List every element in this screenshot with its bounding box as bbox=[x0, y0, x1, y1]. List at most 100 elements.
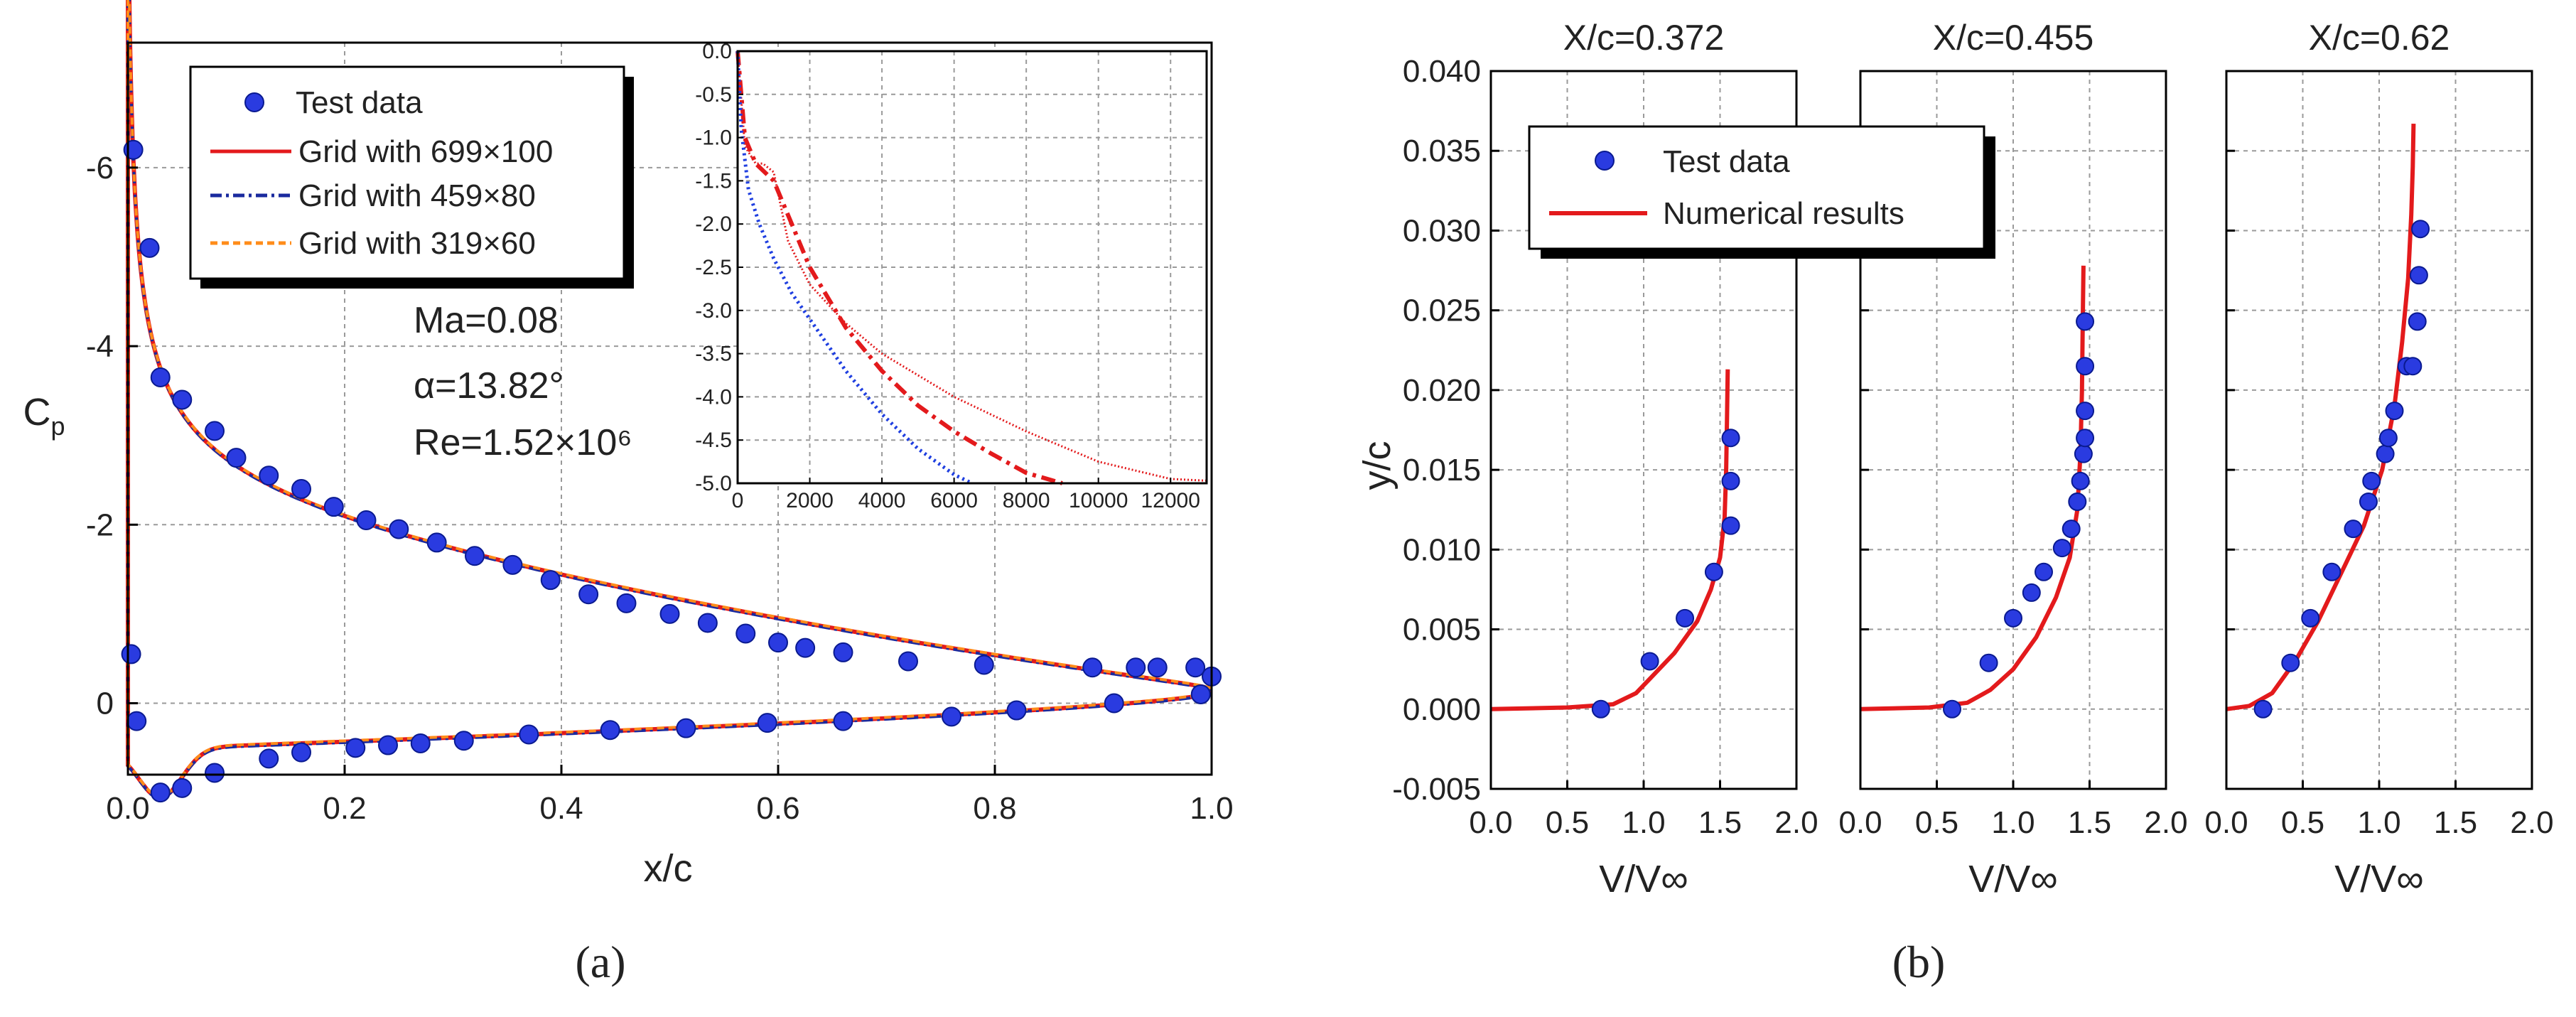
b-test-point-062 bbox=[2376, 444, 2395, 463]
b-x-axis-label-0372: V/V∞ bbox=[1599, 858, 1688, 900]
profile-chart-0455: 0.0 0.5 1.0 1.5 2.0 X/c=0.455 V/V∞ bbox=[1838, 18, 2187, 900]
a-test-point bbox=[126, 711, 147, 731]
a-series-coarse-grid bbox=[126, 0, 1212, 798]
inset-y-tick-label: -4.5 bbox=[695, 429, 732, 452]
a-x-tick-label: 0.6 bbox=[756, 791, 799, 826]
b-test-point-0372 bbox=[1721, 516, 1740, 535]
b-test-point-0455 bbox=[2076, 357, 2095, 376]
a-test-point bbox=[502, 554, 523, 575]
a-test-point bbox=[291, 742, 311, 763]
b-x-tick-label-0455: 0.5 bbox=[1915, 805, 1958, 840]
panel-a-label: (a) bbox=[575, 937, 625, 987]
b-y-tick-label: 0.040 bbox=[1403, 54, 1481, 89]
a-y-tick-label: -2 bbox=[86, 507, 114, 542]
a-test-point bbox=[1190, 684, 1211, 704]
a-legend: Test data Grid with 699×100 Grid with 45… bbox=[189, 65, 634, 289]
legend-test-data: Test data bbox=[296, 85, 423, 120]
inset-x-tick-label: 6000 bbox=[930, 489, 978, 512]
b-y-tick-label: 0.010 bbox=[1403, 532, 1481, 567]
b-x-tick-label-062: 0.0 bbox=[2204, 805, 2248, 840]
panel-a-cp-chart: 0.0 0.2 0.4 0.6 0.8 1.0 -6 -4 -2 0 x/c Cp Test da… bbox=[23, 0, 1234, 987]
a-y-tick-label: -6 bbox=[86, 151, 114, 185]
b-test-point-062 bbox=[2403, 357, 2423, 376]
a-test-point bbox=[795, 637, 816, 658]
a-test-point bbox=[1185, 657, 1206, 678]
inset-y-tick-label: -3.5 bbox=[695, 343, 732, 366]
b-test-point-062 bbox=[2359, 493, 2378, 511]
b-x-axis-label-0455: V/V∞ bbox=[1968, 858, 2058, 900]
inset-y-tick-label: -5.0 bbox=[695, 472, 732, 495]
a-test-point bbox=[172, 777, 193, 798]
b-legend: Test data Numerical results bbox=[1528, 125, 1995, 259]
a-test-point bbox=[676, 718, 696, 738]
panel-b-velocity-profiles: -0.005 0.000 0.005 0.010 0.015 0.020 0.025 0.03… bbox=[1356, 18, 2554, 987]
b-test-point-0455 bbox=[2004, 608, 2022, 628]
a-test-point bbox=[205, 763, 225, 783]
inset-y-tick-label: -1.5 bbox=[695, 169, 732, 193]
a-y-tick-label: -4 bbox=[86, 329, 114, 364]
a-test-point bbox=[345, 738, 366, 758]
b-test-point-0372 bbox=[1676, 608, 1695, 628]
a-test-point bbox=[519, 724, 539, 745]
b-title-0372: X/c=0.372 bbox=[1563, 18, 1725, 58]
b-test-point-062 bbox=[2362, 471, 2381, 490]
legend-medium: Grid with 459×80 bbox=[298, 178, 536, 213]
a-test-point bbox=[453, 731, 474, 751]
a-y-axis-label: Cp bbox=[23, 391, 65, 441]
a-y-tick-label: 0 bbox=[97, 687, 114, 721]
a-test-point bbox=[172, 389, 193, 410]
b-y-tick-label: 0.030 bbox=[1403, 213, 1481, 248]
b-test-point-0455 bbox=[2071, 471, 2090, 490]
mach-annotation: Ma=0.08 bbox=[414, 300, 559, 341]
a-test-point bbox=[226, 448, 247, 468]
a-test-point bbox=[833, 642, 853, 662]
inset-x-tick-label: 0 bbox=[732, 489, 744, 512]
a-test-point bbox=[465, 546, 485, 566]
b-x-tick-label-0372: 2.0 bbox=[1774, 805, 1818, 840]
b-test-point-062 bbox=[2281, 653, 2300, 672]
a-test-point bbox=[291, 479, 311, 500]
a-test-point bbox=[356, 510, 377, 531]
legend-fine: Grid with 699×100 bbox=[298, 134, 553, 169]
b-test-point-0455 bbox=[2062, 520, 2081, 539]
a-test-point bbox=[1082, 657, 1103, 678]
a-test-point bbox=[426, 532, 447, 553]
b-test-point-062 bbox=[2378, 429, 2398, 448]
b-legend-test-data: Test data bbox=[1663, 144, 1790, 179]
b-frame-0372 bbox=[1489, 70, 1798, 790]
a-x-tick-label: 1.0 bbox=[1190, 791, 1233, 826]
b-y-tick-label: 0.035 bbox=[1403, 134, 1481, 168]
inset-y-tick-label: -3.0 bbox=[695, 299, 732, 323]
a-test-point bbox=[735, 623, 756, 644]
a-test-point bbox=[768, 633, 788, 653]
inset-y-tick-label: -4.0 bbox=[695, 385, 732, 409]
b-x-tick-label-062: 2.0 bbox=[2510, 805, 2553, 840]
a-series-medium-grid bbox=[126, 0, 1212, 800]
b-x-tick-label-0372: 0.0 bbox=[1469, 805, 1512, 840]
a-test-point bbox=[259, 748, 279, 769]
b-x-tick-label-0372: 1.5 bbox=[1698, 805, 1742, 840]
a-test-point bbox=[833, 711, 853, 731]
inset-x-tick-label: 10000 bbox=[1069, 489, 1128, 512]
inset-chart: 0 2000 4000 6000 8000 10000 12000 0.0 -0.5 -1.0 -1… bbox=[695, 40, 1208, 512]
inset-x-tick-label: 4000 bbox=[858, 489, 906, 512]
b-test-point-0372 bbox=[1721, 429, 1740, 448]
a-test-point bbox=[616, 593, 637, 613]
b-y-tick-label: 0.020 bbox=[1403, 373, 1481, 408]
b-legend-numerical: Numerical results bbox=[1663, 196, 1904, 231]
inset-series-coarse-grid bbox=[735, 50, 974, 485]
b-frame-0455 bbox=[1859, 70, 2167, 790]
a-test-point bbox=[410, 733, 431, 754]
legend-test-data-marker bbox=[244, 92, 264, 112]
b-test-point-0455 bbox=[2074, 444, 2093, 463]
a-x-tick-label: 0.0 bbox=[106, 791, 149, 826]
b-x-tick-label-0372: 1.0 bbox=[1622, 805, 1665, 840]
b-numerical-line-062 bbox=[2226, 124, 2416, 711]
a-test-point bbox=[659, 603, 680, 624]
b-test-point-0455 bbox=[2052, 539, 2071, 558]
b-test-point-062 bbox=[2385, 402, 2404, 421]
inset-y-tick-label: -2.5 bbox=[695, 256, 732, 279]
b-frame-062 bbox=[2225, 70, 2533, 790]
a-test-point bbox=[378, 735, 398, 755]
a-test-point bbox=[898, 651, 918, 672]
